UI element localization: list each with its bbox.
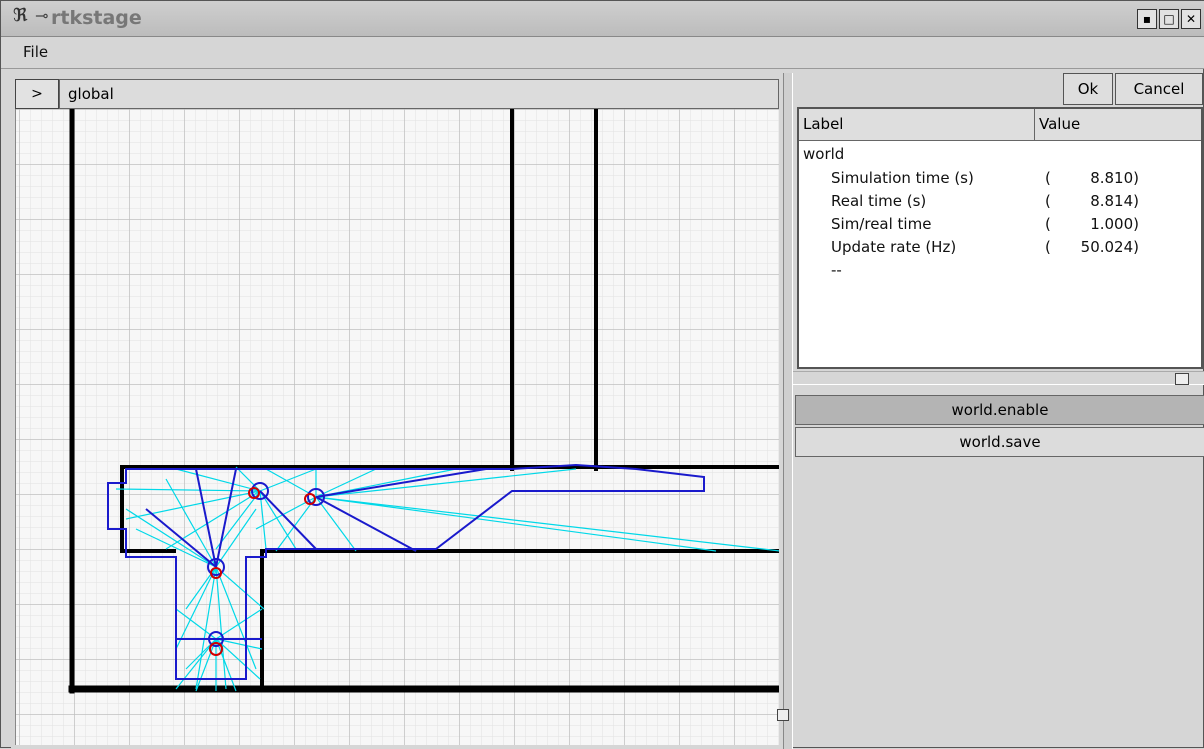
row-paren: ( bbox=[1045, 169, 1051, 187]
row-paren: ( bbox=[1045, 215, 1051, 233]
menu-bar: File bbox=[1, 37, 1204, 69]
horizontal-splitter[interactable] bbox=[793, 371, 1204, 385]
row-paren: ( bbox=[1045, 238, 1051, 256]
cancel-button[interactable]: Cancel bbox=[1115, 73, 1203, 105]
robot-2-marker bbox=[304, 493, 316, 505]
walls bbox=[68, 109, 779, 694]
title-bar[interactable]: ℜ ⊸ rtkstage ▪ □ ✕ bbox=[1, 1, 1204, 37]
robot-3 bbox=[207, 558, 225, 576]
column-header-value[interactable]: Value bbox=[1035, 109, 1201, 141]
robots bbox=[207, 482, 325, 656]
table-row[interactable]: Simulation time (s) ( 8.810) bbox=[799, 169, 1201, 192]
sonar-hull bbox=[107, 463, 705, 680]
row-value: 8.814) bbox=[1090, 192, 1139, 210]
menu-file[interactable]: File bbox=[23, 43, 49, 61]
world-view-panel: > global bbox=[11, 73, 783, 749]
laser-robot-2 bbox=[175, 608, 263, 692]
table-row[interactable]: Sim/real time ( 1.000) bbox=[799, 215, 1201, 238]
property-table: Label Value world Simulation time (s) ( … bbox=[797, 107, 1203, 369]
world-save-button[interactable]: world.save bbox=[795, 427, 1204, 457]
expand-button[interactable]: > bbox=[15, 79, 59, 109]
row-separator: -- bbox=[831, 261, 842, 279]
splitter-handle-icon[interactable] bbox=[1175, 373, 1189, 385]
sonar-outline bbox=[107, 463, 705, 680]
table-row[interactable]: Update rate (Hz) ( 50.024) bbox=[799, 238, 1201, 261]
robot-1-marker bbox=[248, 487, 260, 499]
world-enable-button[interactable]: world.enable bbox=[795, 395, 1204, 425]
row-value: 8.810) bbox=[1090, 169, 1139, 187]
row-label: Sim/real time bbox=[831, 215, 932, 233]
robot-2 bbox=[307, 488, 325, 506]
robot-4-marker bbox=[209, 642, 223, 656]
map-canvas bbox=[16, 109, 779, 745]
column-header-label[interactable]: Label bbox=[799, 109, 1035, 141]
map-grid bbox=[16, 109, 779, 745]
row-label: Simulation time (s) bbox=[831, 169, 974, 187]
path-field[interactable]: global bbox=[59, 79, 779, 109]
ok-button[interactable]: Ok bbox=[1063, 73, 1113, 105]
tree-group-world[interactable]: world bbox=[799, 145, 1201, 168]
robot-3-marker bbox=[210, 567, 222, 579]
row-label: Update rate (Hz) bbox=[831, 238, 957, 256]
vertical-splitter[interactable] bbox=[783, 73, 793, 749]
row-label: Real time (s) bbox=[831, 192, 927, 210]
row-paren: ( bbox=[1045, 192, 1051, 210]
sonar-beams bbox=[145, 468, 487, 640]
row-value: 1.000) bbox=[1090, 215, 1139, 233]
maximize-icon[interactable]: □ bbox=[1159, 9, 1179, 29]
table-row[interactable]: Real time (s) ( 8.814) bbox=[799, 192, 1201, 215]
robot-4 bbox=[208, 631, 224, 647]
minimize-icon[interactable]: ▪ bbox=[1137, 9, 1157, 29]
close-icon[interactable]: ✕ bbox=[1181, 9, 1201, 29]
simulation-map[interactable] bbox=[15, 109, 779, 745]
laser-robot-3 bbox=[115, 466, 317, 550]
pin-icon[interactable]: ⊸ bbox=[35, 6, 49, 25]
row-value: 50.024) bbox=[1080, 238, 1139, 256]
properties-panel: Ok Cancel Label Value world Simulation t… bbox=[793, 73, 1204, 749]
table-row[interactable]: -- bbox=[799, 261, 1201, 284]
app-logo-icon: ℜ bbox=[13, 5, 28, 26]
window-title: rtkstage bbox=[51, 7, 142, 29]
group-label: world bbox=[803, 145, 845, 163]
robot-1 bbox=[251, 482, 269, 500]
splitter-handle-icon[interactable] bbox=[777, 709, 789, 721]
